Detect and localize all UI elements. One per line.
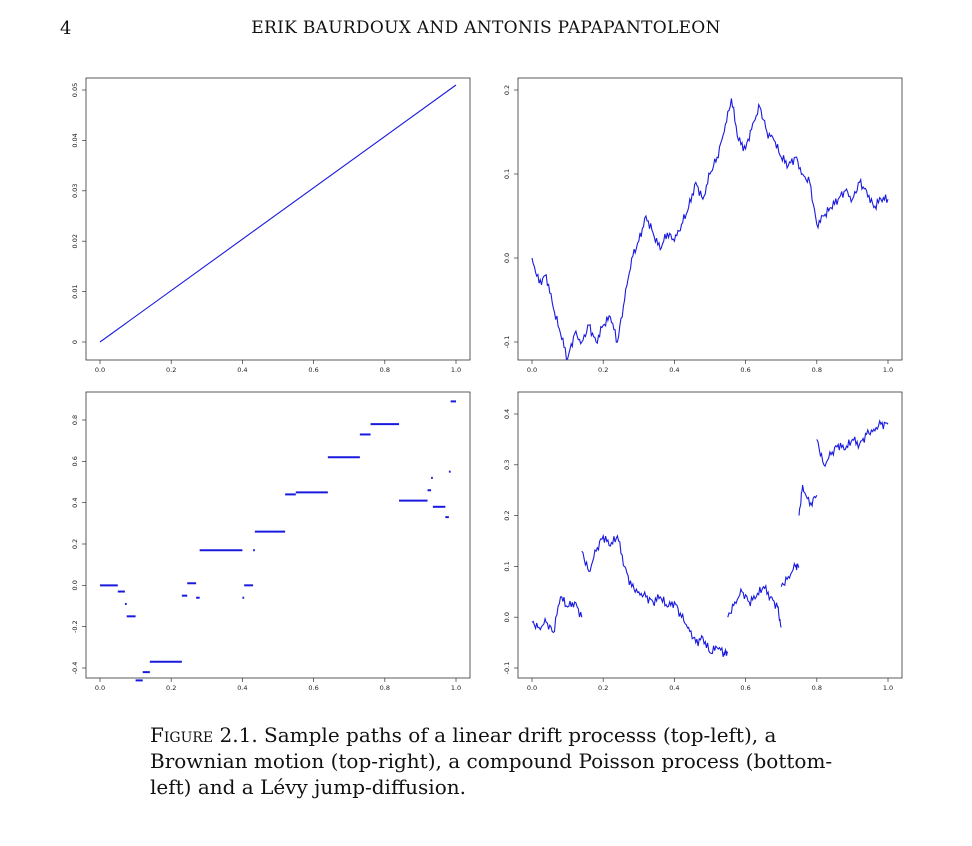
top-right-x-tick-label: 0.2: [598, 366, 608, 374]
bottom-left-x-tick-label: 1.0: [451, 684, 461, 692]
bottom-left-y-tick-label: -0.4: [71, 662, 79, 675]
top-left-y-tick-label: 0.03: [71, 184, 79, 198]
bottom-left-x-tick-label: 0.4: [237, 684, 247, 692]
bottom-left-x-tick-label: 0.2: [166, 684, 176, 692]
top-left-x-tick-label: 0.8: [380, 366, 390, 374]
bottom-left-plot-frame: [85, 391, 471, 679]
top-right-x-tick-label: 0.6: [740, 366, 750, 374]
top-left-x-tick-label: 0.0: [95, 366, 105, 374]
figure-caption: Figure 2.1. Sample paths of a linear dri…: [150, 722, 850, 800]
bottom-right-y-tick-label: 0.3: [503, 460, 511, 470]
top-left-x-tick-label: 0.6: [308, 366, 318, 374]
top-left-y-tick-label: 0.02: [71, 234, 79, 248]
caption-label: Figure 2.1.: [150, 723, 258, 747]
top-left-x-tick-label: 0.2: [166, 366, 176, 374]
top-right-x-tick-label: 1.0: [883, 366, 893, 374]
bottom-right-y-tick-label: 0.4: [503, 409, 511, 419]
bottom-right-series-line: [727, 583, 782, 628]
top-right-x-tick-label: 0.0: [527, 366, 537, 374]
bottom-right-x-tick-label: 0.6: [740, 684, 750, 692]
bottom-left-x-tick-label: 0.0: [95, 684, 105, 692]
top-left-x-tick-label: 1.0: [451, 366, 461, 374]
top-right-y-tick-label: 0.0: [503, 253, 511, 263]
top-right-x-tick-label: 0.8: [812, 366, 822, 374]
top-left-y-tick-label: 0.05: [71, 83, 79, 97]
figure-plots: 0.0 0.2 0.4 0.6 0.8 1.0 0 0.01 0.02 0.03 0.04 0.05 0…: [71, 77, 903, 692]
bottom-right-x-tick-label: 0.4: [669, 684, 679, 692]
bottom-right-x-tick-label: 0.0: [527, 684, 537, 692]
bottom-right-plot-frame: [517, 391, 903, 679]
caption-text: Sample paths of a linear drift processs …: [150, 723, 833, 799]
bottom-right-y-tick-label: -0.1: [503, 662, 511, 675]
bottom-right-y-tick-label: 0.1: [503, 561, 511, 571]
bottom-right-x-tick-label: 0.2: [598, 684, 608, 692]
page-number: 4: [60, 18, 72, 39]
bottom-left-y-tick-label: 0.8: [71, 415, 79, 425]
top-right-plot-frame: [517, 77, 903, 361]
figure: 0.0 0.2 0.4 0.6 0.8 1.0 0 0.01 0.02 0.03 0.04 0.05 0…: [71, 77, 903, 692]
top-left-y-tick-label: 0.04: [71, 133, 79, 147]
top-right-x-tick-label: 0.4: [669, 366, 679, 374]
bottom-left-y-tick-label: -0.2: [71, 620, 79, 633]
top-right-y-tick-label: -0.1: [503, 336, 511, 349]
bottom-right-series-line: [581, 533, 729, 657]
bottom-right-series-line: [816, 419, 889, 468]
top-left-y-tick-label: 0: [71, 340, 79, 344]
top-right-series-line: [531, 98, 889, 361]
bottom-right-y-tick-label: 0.2: [503, 510, 511, 520]
bottom-right-series-line: [798, 485, 818, 516]
bottom-right-x-tick-label: 0.8: [812, 684, 822, 692]
top-left-y-tick-label: 0.01: [71, 284, 79, 298]
bottom-right-series-line: [780, 561, 800, 587]
bottom-left-y-tick-label: 0.2: [71, 539, 79, 549]
top-left-plot-frame: [85, 77, 471, 361]
top-left-x-tick-label: 0.4: [237, 366, 247, 374]
top-right-y-tick-label: 0.1: [503, 169, 511, 179]
bottom-left-y-tick-label: 0.0: [71, 580, 79, 590]
bottom-right-x-tick-label: 1.0: [883, 684, 893, 692]
bottom-right-y-tick-label: 0.0: [503, 612, 511, 622]
top-left-series-line: [99, 84, 457, 343]
bottom-left-x-tick-label: 0.8: [380, 684, 390, 692]
top-right-y-tick-label: 0.2: [503, 85, 511, 95]
running-head: ERIK BAURDOUX AND ANTONIS PAPAPANTOLEON: [251, 18, 721, 38]
bottom-right-series-line: [531, 596, 583, 634]
bottom-left-y-tick-label: 0.6: [71, 456, 79, 466]
bottom-left-y-tick-label: 0.4: [71, 497, 79, 507]
bottom-left-x-tick-label: 0.6: [308, 684, 318, 692]
